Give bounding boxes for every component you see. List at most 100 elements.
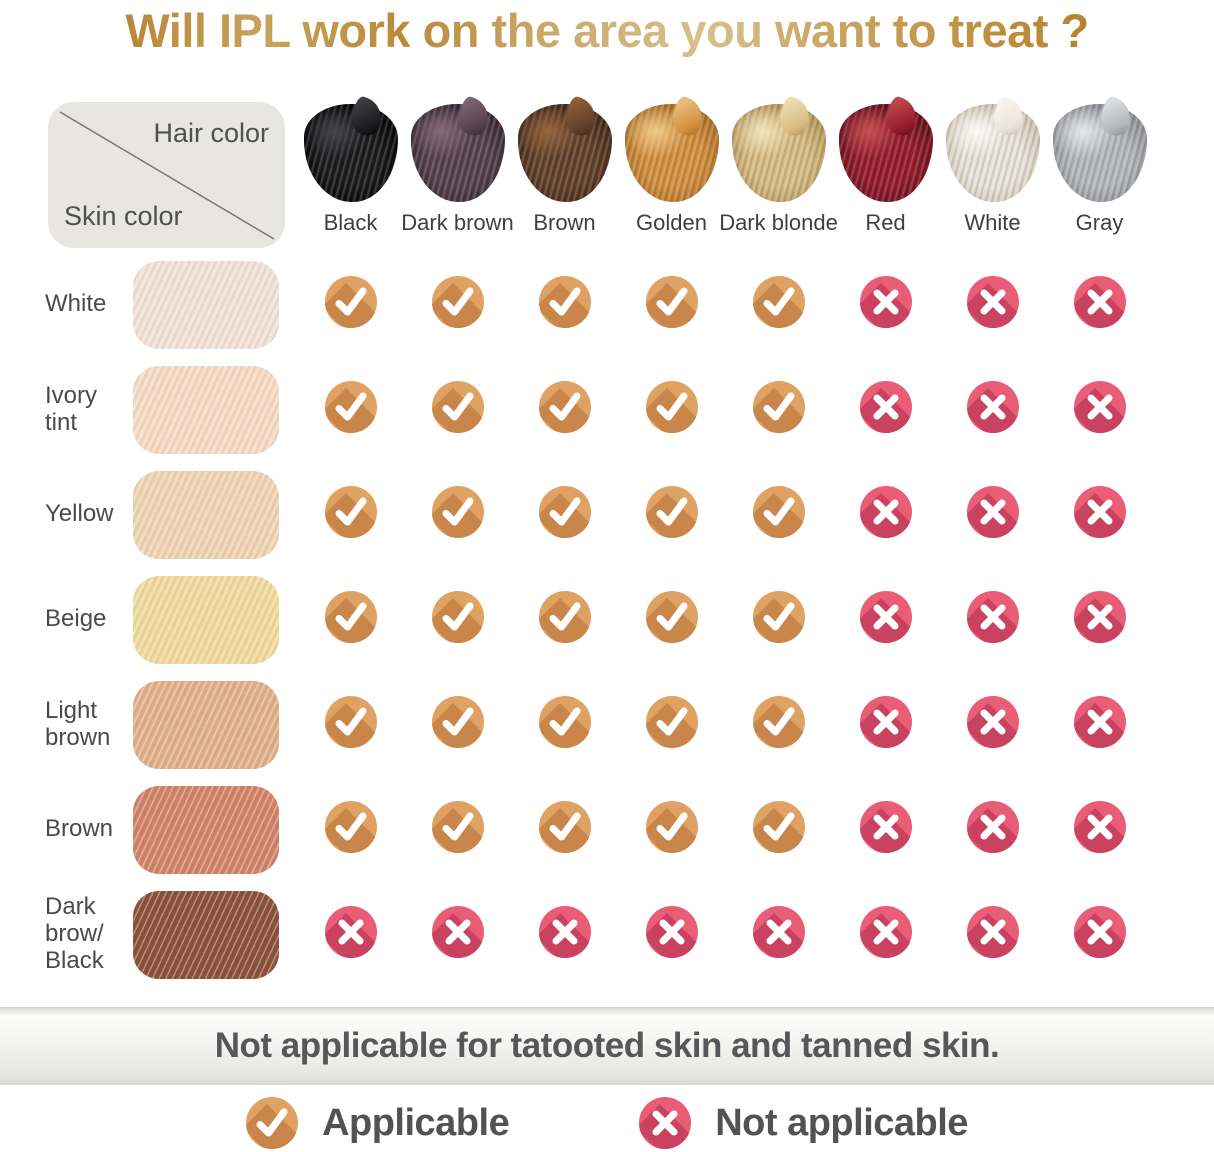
hair-color-column-header: Black xyxy=(303,94,398,236)
cross-icon xyxy=(859,696,912,748)
check-glyph xyxy=(335,497,366,526)
not-applicable-cell xyxy=(645,906,698,963)
hair-swatch-tip xyxy=(1095,94,1136,140)
check-glyph xyxy=(656,392,687,421)
check-glyph xyxy=(442,287,473,316)
not-applicable-cell xyxy=(431,906,484,963)
not-applicable-cell xyxy=(966,906,1019,963)
hair-color-column-header: Golden xyxy=(624,94,719,236)
check-glyph xyxy=(763,392,794,421)
cross-icon xyxy=(966,276,1019,328)
check-glyph xyxy=(442,602,473,631)
skin-swatch xyxy=(133,260,279,349)
cross-glyph xyxy=(980,919,1005,945)
check-icon xyxy=(645,801,698,853)
check-glyph xyxy=(549,707,580,736)
hair-color-label: Golden xyxy=(636,210,707,235)
cross-icon xyxy=(752,906,805,958)
applicable-cell xyxy=(324,696,377,753)
cross-glyph xyxy=(980,394,1005,420)
not-applicable-cell xyxy=(859,486,912,543)
check-glyph xyxy=(549,497,580,526)
skin-swatch-cell xyxy=(133,890,279,979)
cross-icon xyxy=(859,801,912,853)
check-icon xyxy=(752,276,805,328)
hair-swatch xyxy=(838,94,933,202)
hair-color-label: Gray xyxy=(1075,210,1124,235)
skin-swatch-cell xyxy=(133,365,279,454)
applicable-cell xyxy=(431,696,484,753)
hair-swatch xyxy=(731,94,826,202)
cross-glyph xyxy=(652,1110,678,1136)
not-applicable-cell xyxy=(966,591,1019,648)
skin-swatch xyxy=(133,890,279,979)
cross-glyph xyxy=(873,814,898,840)
applicable-cell xyxy=(645,696,698,753)
hair-swatch xyxy=(303,94,398,202)
cross-glyph xyxy=(445,919,470,945)
legend-applicable: Applicable xyxy=(246,1097,510,1149)
hair-color-label: Dark blonde xyxy=(719,210,838,235)
check-icon xyxy=(645,276,698,328)
cross-glyph xyxy=(1087,814,1112,840)
not-applicable-cell xyxy=(859,801,912,858)
check-glyph xyxy=(549,392,580,421)
applicable-cell xyxy=(752,276,805,333)
skin-swatch xyxy=(133,470,279,559)
not-applicable-cell xyxy=(966,381,1019,438)
cross-glyph xyxy=(980,499,1005,525)
cross-glyph xyxy=(873,919,898,945)
applicable-cell xyxy=(538,696,591,753)
applicable-cell xyxy=(324,801,377,858)
cross-glyph xyxy=(873,604,898,630)
cross-icon xyxy=(324,906,377,958)
applicable-cell xyxy=(538,591,591,648)
hair-color-column-header: Dark brown xyxy=(401,94,514,236)
skin-color-axis-label: Skin color xyxy=(64,201,183,231)
check-icon xyxy=(645,381,698,433)
skin-swatch xyxy=(133,575,279,664)
check-glyph xyxy=(763,707,794,736)
check-glyph xyxy=(656,707,687,736)
skin-color-row-label: Dark brow/ Black xyxy=(45,893,104,974)
check-icon xyxy=(431,381,484,433)
applicable-cell xyxy=(431,276,484,333)
skin-color-row-label: Brown xyxy=(45,815,114,843)
cross-icon xyxy=(431,906,484,958)
cross-glyph xyxy=(552,919,577,945)
cross-icon xyxy=(966,381,1019,433)
check-icon xyxy=(431,696,484,748)
check-icon xyxy=(752,591,805,643)
applicable-cell xyxy=(645,276,698,333)
cross-icon xyxy=(966,696,1019,748)
check-glyph xyxy=(442,392,473,421)
applicable-cell xyxy=(538,801,591,858)
compatibility-matrix: Hair color Skin color Black Dark brown B… xyxy=(0,94,1214,987)
hair-color-column-header: White xyxy=(945,94,1040,236)
check-icon xyxy=(431,801,484,853)
check-icon xyxy=(324,696,377,748)
check-icon xyxy=(752,486,805,538)
not-applicable-cell xyxy=(324,906,377,963)
check-icon xyxy=(246,1097,299,1149)
hair-swatch-tip xyxy=(346,94,387,140)
check-glyph xyxy=(335,392,366,421)
skin-color-row-label: Light brown xyxy=(45,696,111,751)
cross-glyph xyxy=(873,709,898,735)
check-icon xyxy=(645,486,698,538)
cross-icon xyxy=(1073,486,1126,538)
cross-icon xyxy=(966,591,1019,643)
check-icon xyxy=(645,696,698,748)
page-title: Will IPL work on the area you want to tr… xyxy=(0,0,1214,58)
legend-not-applicable-label: Not applicable xyxy=(715,1101,968,1144)
cross-icon xyxy=(859,276,912,328)
skin-swatch-cell xyxy=(133,260,279,349)
cross-icon xyxy=(1073,276,1126,328)
not-applicable-cell xyxy=(966,696,1019,753)
hair-swatch xyxy=(624,94,719,202)
skin-color-row-label: Ivory tint xyxy=(45,381,98,436)
skin-swatch xyxy=(133,785,279,874)
check-icon xyxy=(538,276,591,328)
check-icon xyxy=(431,276,484,328)
check-glyph xyxy=(763,287,794,316)
